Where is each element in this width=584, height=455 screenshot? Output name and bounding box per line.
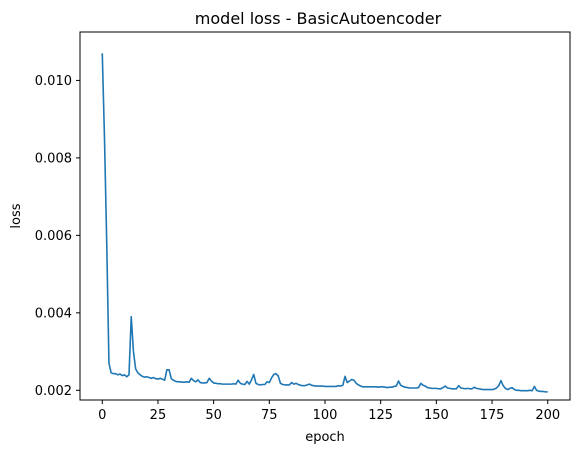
y-tick-label: 0.004: [35, 306, 72, 321]
x-tick-label: 100: [313, 408, 338, 423]
x-tick-label: 0: [98, 408, 106, 423]
x-tick-label: 50: [205, 408, 222, 423]
x-tick-label: 75: [261, 408, 278, 423]
x-axis: 0 25 50 75 100 125 150 175 200: [98, 400, 560, 423]
y-axis: 0.002 0.004 0.006 0.008 0.010: [35, 74, 80, 399]
x-tick-label: 175: [480, 408, 505, 423]
y-tick-label: 0.006: [35, 229, 72, 244]
y-tick-label: 0.008: [35, 151, 72, 166]
x-axis-label: epoch: [305, 430, 345, 445]
plot-frame: [79, 31, 571, 401]
y-tick-label: 0.002: [35, 384, 72, 399]
x-tick-label: 200: [535, 408, 560, 423]
x-tick-label: 25: [150, 408, 167, 423]
x-tick-label: 150: [424, 408, 449, 423]
series-line-loss: [101, 53, 548, 393]
chart-title: model loss - BasicAutoencoder: [195, 9, 442, 28]
y-axis-label: loss: [9, 203, 24, 228]
x-tick-label: 125: [368, 408, 393, 423]
y-tick-label: 0.010: [35, 74, 72, 89]
